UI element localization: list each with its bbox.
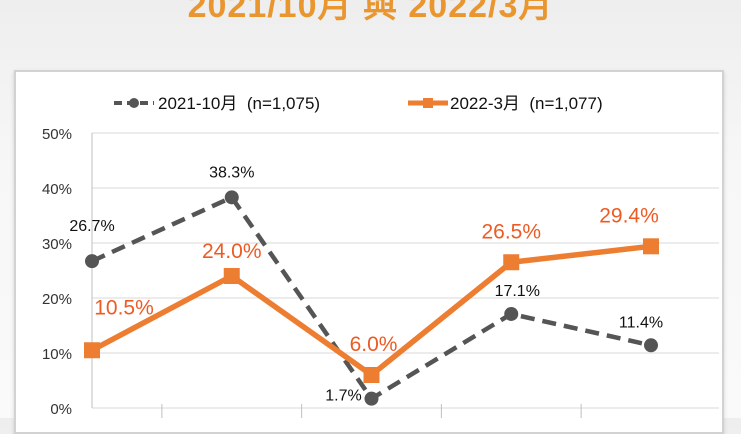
data-point-2022-3	[503, 254, 520, 271]
data-point-2022-3	[363, 367, 380, 383]
legend-marker	[423, 98, 433, 108]
legend-label: 2021-10月 (n=1,075)	[158, 94, 320, 113]
y-tick-label: 50%	[42, 126, 72, 143]
data-point-2021-10	[224, 190, 239, 205]
y-tick-label: 0%	[50, 401, 72, 418]
y-tick-label: 20%	[42, 291, 72, 308]
page-title: 2021/10月 與 2022/3月	[187, 0, 554, 25]
data-point-2022-3	[223, 268, 240, 284]
data-label-2022-3: 24.0%	[202, 240, 262, 263]
data-label-2022-3: 10.5%	[94, 296, 154, 319]
legend-label: 2022-3月 (n=1,077)	[450, 94, 603, 113]
data-point-2021-10	[85, 254, 99, 269]
data-label-2021-10: 17.1%	[495, 283, 540, 300]
line-chart: 0% 10% 20% 30% 40% 50% 2021-10月 (n=1,075) 2022…	[42, 94, 719, 418]
data-label-2021-10: 11.4%	[619, 314, 663, 331]
legend-marker	[129, 98, 139, 108]
data-label-2021-10: 26.7%	[69, 218, 114, 235]
data-point-2022-3	[643, 238, 659, 255]
data-label-2021-10: 1.7%	[325, 388, 361, 405]
y-tick-label: 30%	[42, 236, 72, 253]
y-tick-label: 40%	[42, 181, 72, 198]
data-label-2022-3: 26.5%	[481, 220, 541, 243]
data-label-2021-10: 38.3%	[209, 164, 254, 181]
y-tick-label: 10%	[42, 346, 72, 363]
data-point-2022-3	[84, 342, 100, 359]
data-label-2022-3: 29.4%	[599, 204, 659, 227]
data-point-2021-10	[644, 338, 658, 353]
data-label-2022-3: 6.0%	[350, 333, 398, 356]
data-point-2021-10	[364, 391, 379, 406]
data-point-2021-10	[504, 306, 519, 321]
